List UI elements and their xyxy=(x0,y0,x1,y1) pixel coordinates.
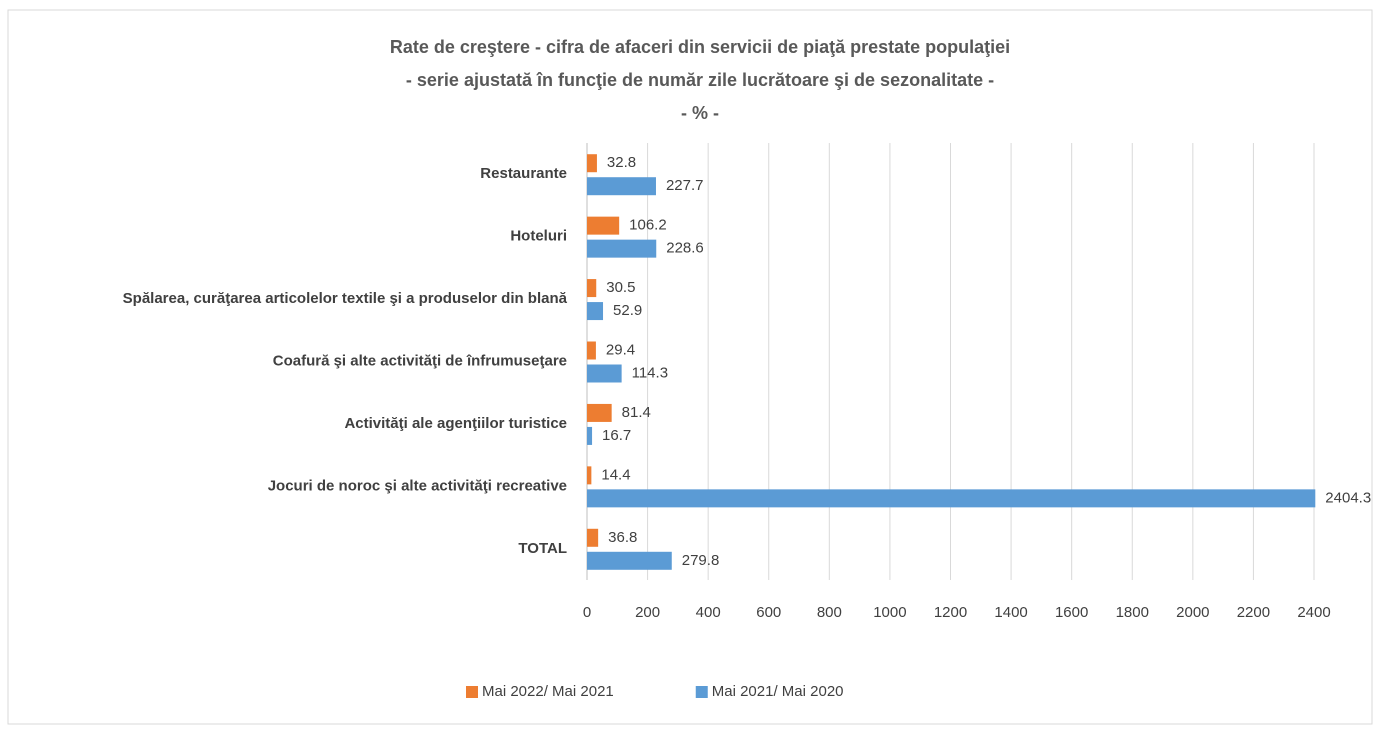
x-tick-label: 200 xyxy=(635,604,660,621)
data-label: 16.7 xyxy=(602,427,631,444)
x-tick-label: 2000 xyxy=(1176,604,1209,621)
x-tick-label: 2400 xyxy=(1297,604,1330,621)
bar xyxy=(587,279,597,298)
data-label: 227.7 xyxy=(666,177,704,194)
data-label: 14.4 xyxy=(601,466,630,483)
unit-label: - % - xyxy=(681,103,719,123)
x-tick-label: 1600 xyxy=(1055,604,1088,621)
data-label: 106.2 xyxy=(629,217,667,234)
x-tick-label: 600 xyxy=(756,604,781,621)
x-tick-label: 0 xyxy=(583,604,591,621)
x-tick-label: 1400 xyxy=(994,604,1027,621)
x-tick-label: 2200 xyxy=(1237,604,1270,621)
y-tick-label: Jocuri de noroc şi alte activităţi recre… xyxy=(268,477,567,494)
bar xyxy=(587,154,597,173)
bar xyxy=(587,302,604,321)
data-label: 30.5 xyxy=(606,279,635,296)
data-label: 81.4 xyxy=(622,404,651,421)
bar xyxy=(587,403,612,422)
x-tick-label: 1200 xyxy=(934,604,967,621)
y-tick-label: Coafură şi alte activităţi de înfrumuseţ… xyxy=(273,352,567,369)
legend-swatch xyxy=(466,686,478,698)
data-label: 52.9 xyxy=(613,302,642,319)
bar xyxy=(587,489,1316,508)
chart-border xyxy=(7,9,1373,725)
bar xyxy=(587,341,596,360)
bar xyxy=(587,177,656,196)
bar xyxy=(587,239,657,258)
y-tick-label: Spălarea, curăţarea articolelor textile … xyxy=(123,290,568,307)
legend-label: Mai 2021/ Mai 2020 xyxy=(712,683,844,700)
bar xyxy=(587,364,622,383)
data-label: 279.8 xyxy=(682,552,720,569)
y-tick-label: TOTAL xyxy=(518,540,567,557)
legend-swatch xyxy=(695,686,708,698)
x-tick-label: 1800 xyxy=(1116,604,1149,621)
bar xyxy=(587,216,620,235)
y-tick-label: Activităţi ale agenţiilor turistice xyxy=(344,415,567,432)
x-tick-label: 1000 xyxy=(873,604,906,621)
data-label: 228.6 xyxy=(666,240,704,257)
bar xyxy=(587,426,593,445)
bar xyxy=(587,528,599,547)
data-label: 29.4 xyxy=(606,341,635,358)
data-label: 114.3 xyxy=(632,364,668,381)
data-label: 32.8 xyxy=(607,154,636,171)
chart-title: Rate de creştere - cifra de afaceri din … xyxy=(390,37,1010,57)
y-tick-label: Restaurante xyxy=(480,165,567,182)
data-label: 36.8 xyxy=(608,529,637,546)
bar xyxy=(587,551,672,570)
x-tick-label: 800 xyxy=(817,604,842,621)
bar xyxy=(587,466,592,485)
legend-label: Mai 2022/ Mai 2021 xyxy=(482,683,614,700)
data-label: 2404.3 xyxy=(1325,489,1371,506)
x-tick-label: 400 xyxy=(696,604,721,621)
y-tick-label: Hoteluri xyxy=(510,228,567,245)
chart-subtitle: - serie ajustată în funcţie de număr zil… xyxy=(406,70,994,90)
